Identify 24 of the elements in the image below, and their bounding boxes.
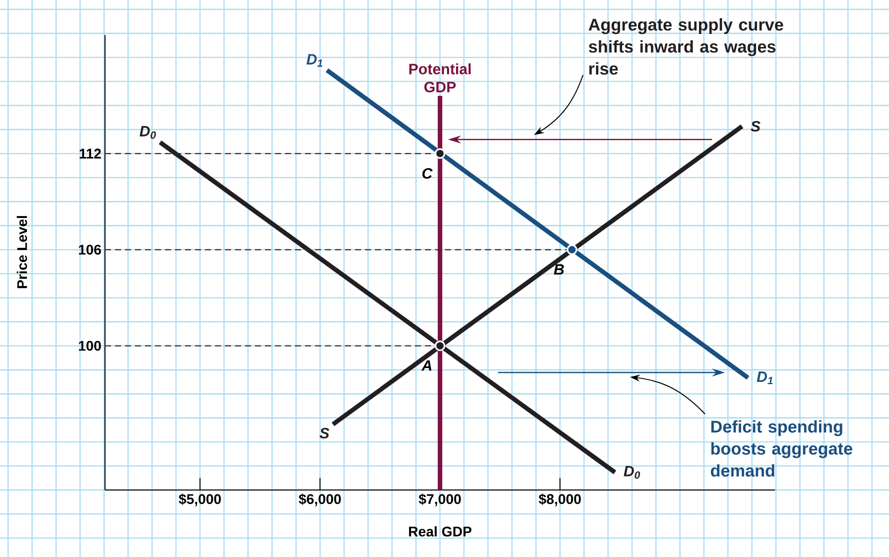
annotation: B bbox=[554, 264, 564, 275]
annotation: Deficit spending boosts aggregate demand bbox=[710, 420, 852, 477]
text: D$_{0}$ bbox=[624, 466, 640, 479]
x-tick-label: $8,000 bbox=[538, 494, 581, 506]
x-tick-label: $5,000 bbox=[178, 494, 221, 506]
series-label: Potential GDP bbox=[409, 63, 471, 92]
x-axis-title: Real GDP bbox=[409, 526, 472, 537]
point bbox=[566, 244, 578, 255]
y-tick-label: 112 bbox=[80, 148, 101, 158]
point bbox=[434, 340, 446, 352]
y-axis-title: Price Level bbox=[16, 216, 28, 288]
legend-label: D$_{1}$ bbox=[756, 372, 773, 384]
x-tick-label: $6,000 bbox=[298, 494, 341, 506]
series-label: D$_{0}$ bbox=[140, 126, 156, 139]
y-tick-label: 100 bbox=[78, 340, 101, 351]
annotation: C bbox=[422, 168, 433, 179]
annotation: Aggregate supply curve shifts inward as wages rise bbox=[588, 18, 784, 75]
y-tick-label: 106 bbox=[78, 244, 101, 255]
x-tick-label: $7,000 bbox=[418, 494, 461, 506]
text: D$_{1}$ bbox=[306, 54, 322, 67]
annotation: A bbox=[421, 360, 432, 371]
series-label: S bbox=[320, 428, 330, 438]
text: S bbox=[750, 121, 760, 132]
point bbox=[434, 148, 446, 159]
